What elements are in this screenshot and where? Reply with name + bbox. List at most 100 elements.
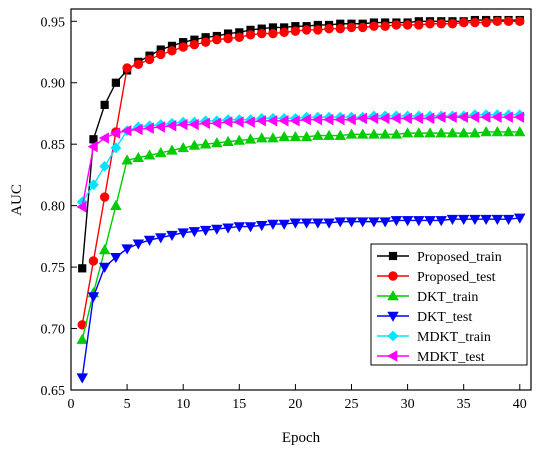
data-point [492, 16, 503, 26]
data-point [345, 217, 358, 228]
legend-marker [387, 350, 398, 362]
series-line [81, 19, 520, 269]
data-point [89, 135, 98, 144]
data-point [300, 131, 313, 142]
data-point [413, 216, 425, 227]
data-point [199, 117, 210, 130]
data-point [356, 217, 369, 228]
data-point [390, 112, 401, 125]
data-point [233, 116, 244, 128]
y-tick-label: 0.65 [41, 384, 66, 399]
data-point [211, 224, 223, 235]
data-point [424, 216, 436, 227]
data-point [98, 244, 111, 255]
data-point [234, 32, 244, 42]
data-point [267, 219, 279, 230]
data-point [76, 373, 88, 384]
data-point [244, 116, 255, 128]
data-point [155, 146, 167, 158]
data-point [212, 35, 222, 45]
legend-box [370, 243, 528, 366]
y-tick-label: 0.75 [41, 261, 66, 276]
data-point [133, 59, 144, 70]
data-point [368, 217, 380, 228]
legend-marker [387, 330, 399, 342]
data-point [268, 28, 278, 39]
data-point [121, 154, 133, 165]
data-point [412, 112, 424, 125]
data-point [132, 239, 145, 250]
data-point [244, 222, 257, 233]
data-point [279, 27, 289, 38]
data-point [289, 115, 300, 127]
data-point [502, 214, 515, 225]
data-point [515, 16, 525, 26]
data-point [458, 17, 469, 28]
data-point [480, 214, 492, 225]
data-point [143, 149, 156, 160]
legend-marker [387, 311, 399, 322]
data-point [491, 111, 502, 123]
legend-label: MDKT_test [417, 350, 485, 365]
data-point [514, 213, 526, 224]
ticks-layer: 0 5 10 15 20 25 30 35 40 0.65 0.70 0.75 0.80 0.85 0.90… [41, 15, 527, 412]
data-point [278, 131, 290, 142]
data-point [401, 127, 414, 138]
data-point [156, 49, 166, 60]
data-point [447, 19, 458, 29]
data-point [132, 151, 145, 163]
data-point [76, 333, 88, 344]
data-point [121, 124, 132, 137]
legend-item: MDKT_test [377, 350, 485, 365]
x-tick-label: 40 [513, 397, 527, 412]
data-point [313, 25, 323, 35]
data-point [166, 230, 178, 241]
data-point [301, 25, 312, 35]
data-point [110, 142, 122, 154]
data-point [435, 127, 447, 138]
data-point [312, 129, 324, 140]
plot-frame [70, 8, 532, 391]
data-point [110, 127, 121, 139]
data-point [436, 19, 446, 29]
data-point [166, 120, 177, 132]
data-point [425, 19, 435, 29]
data-point [143, 122, 154, 134]
data-point [502, 111, 513, 123]
x-tick-label: 25 [344, 397, 358, 412]
data-point [132, 123, 143, 136]
data-point [390, 128, 403, 139]
data-point [222, 135, 234, 147]
data-point [391, 20, 402, 30]
legend-label: DKT_train [417, 290, 478, 305]
legend-label: DKT_test [417, 310, 472, 325]
data-point [312, 218, 324, 229]
legend: Proposed_train Proposed_test DKT_train DKT_… [370, 243, 528, 366]
data-point [513, 111, 525, 123]
data-point [334, 217, 346, 228]
data-point [256, 221, 268, 232]
series-line [81, 113, 520, 203]
legend-marker [388, 251, 398, 261]
data-point [380, 21, 390, 31]
legend-item: Proposed_test [377, 270, 496, 285]
data-point [446, 127, 459, 138]
data-point [167, 46, 177, 56]
data-point [200, 37, 211, 47]
data-point [244, 133, 257, 144]
data-point [267, 115, 278, 127]
data-point [457, 214, 470, 225]
data-point [446, 111, 457, 123]
data-point [413, 127, 425, 138]
data-point [481, 17, 491, 28]
data-point [323, 218, 335, 229]
data-point [144, 54, 155, 65]
data-point [189, 39, 200, 50]
data-point [446, 214, 459, 225]
data-point [514, 126, 526, 137]
data-point [435, 216, 447, 227]
data-point [178, 42, 188, 52]
legend-item: MDKT_train [377, 330, 491, 345]
data-point [345, 128, 358, 139]
y-axis-title: AUC [9, 184, 25, 216]
